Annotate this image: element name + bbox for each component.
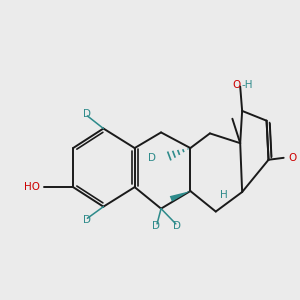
Text: O: O [232, 80, 240, 90]
Text: -H: -H [241, 80, 253, 90]
Text: O: O [288, 153, 296, 163]
Text: D: D [83, 109, 91, 119]
Text: HO: HO [24, 182, 40, 192]
Text: H: H [220, 190, 227, 200]
Text: D: D [83, 215, 91, 225]
Text: D: D [152, 221, 160, 231]
Text: D: D [148, 153, 156, 163]
Text: D: D [173, 221, 181, 231]
Polygon shape [170, 191, 190, 202]
